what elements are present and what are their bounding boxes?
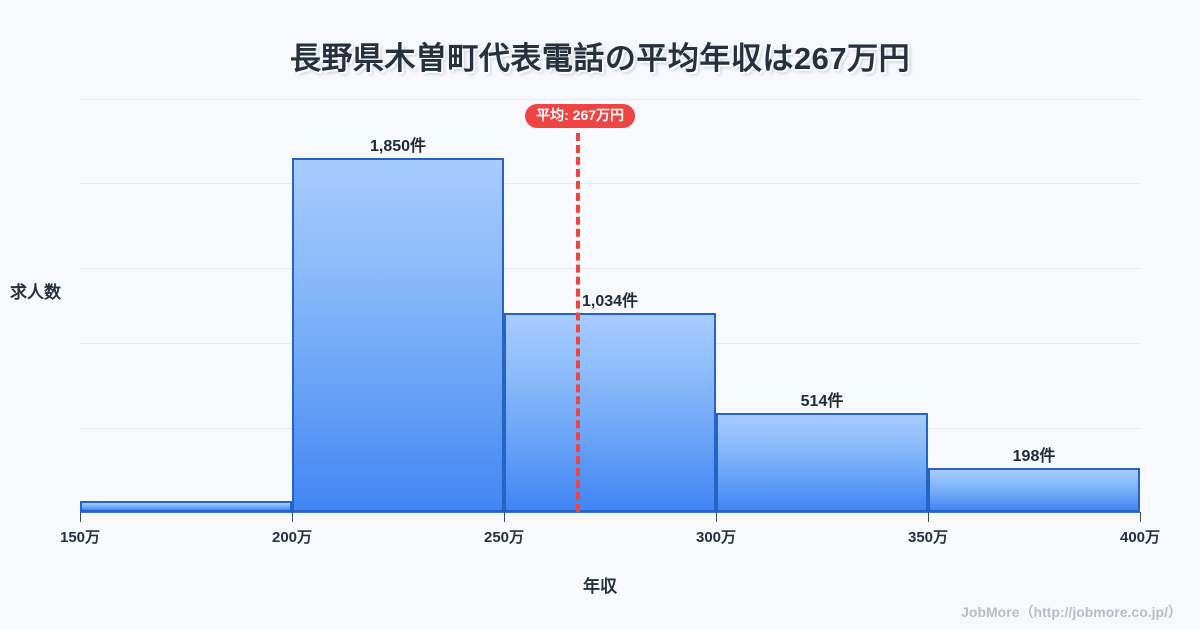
x-tick-label: 250万 (483, 529, 525, 546)
x-tick-label: 200万 (271, 529, 313, 546)
x-tick-mark (1140, 512, 1141, 522)
x-tick-label: 150万 (59, 529, 101, 546)
bar-value-label: 198件 (1012, 448, 1056, 465)
plot-area: 1,850件 1,034件 514件 198件 平均: 267万円 (80, 99, 1140, 512)
bar-value-label: 1,034件 (581, 293, 639, 310)
x-tick-mark (80, 512, 81, 522)
bar[interactable] (928, 468, 1140, 512)
x-tick-mark (292, 512, 293, 522)
average-badge: 平均: 267万円 (525, 104, 636, 129)
x-axis-title: 年収 (583, 577, 617, 596)
bar[interactable] (716, 413, 928, 512)
x-tick-mark (716, 512, 717, 522)
page-title: 長野県木曽町代表電話の平均年収は267万円 (289, 41, 911, 76)
y-axis-title: 求人数 (10, 283, 61, 302)
bar[interactable] (504, 313, 716, 512)
x-tick-mark (928, 512, 929, 522)
x-tick-mark (504, 512, 505, 522)
x-tick-label: 350万 (907, 529, 949, 546)
bar[interactable] (80, 501, 292, 512)
x-axis (80, 512, 1140, 513)
footer-credit: JobMore（http://jobmore.co.jp/） (961, 604, 1182, 620)
bar[interactable] (292, 158, 504, 512)
x-tick-label: 400万 (1119, 529, 1161, 546)
gridline (80, 99, 1140, 100)
gridline (80, 183, 1140, 184)
average-line: 平均: 267万円 (525, 104, 636, 512)
x-tick-label: 300万 (695, 529, 737, 546)
bar-value-label: 1,850件 (369, 138, 427, 155)
gridline (80, 268, 1140, 269)
x-axis-ticks: 150万 200万 250万 300万 350万 400万 (0, 512, 1200, 552)
bar-value-label: 514件 (800, 393, 844, 410)
